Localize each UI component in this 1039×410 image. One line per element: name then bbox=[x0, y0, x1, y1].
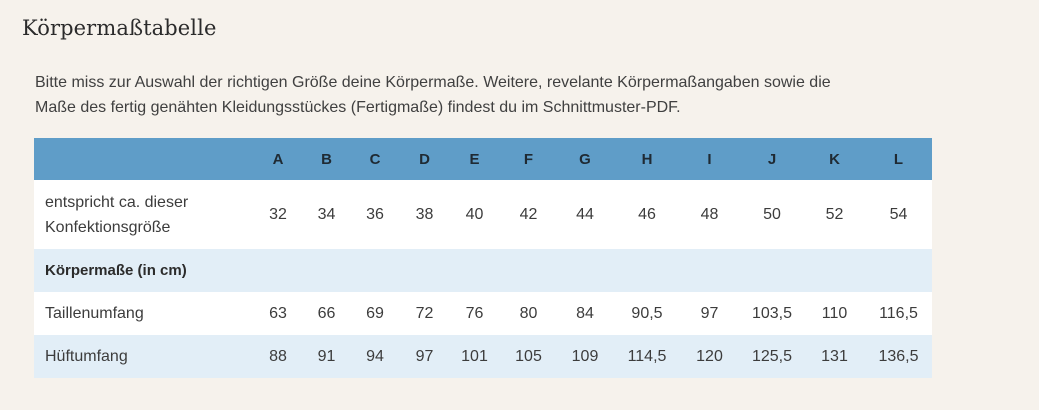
table-cell: 114,5 bbox=[627, 347, 667, 365]
table-cell: 84 bbox=[576, 304, 594, 322]
table-row-waist: Taillenumfang 63 66 69 72 76 80 84 90,5 … bbox=[34, 292, 932, 335]
table-cell: 97 bbox=[415, 347, 434, 365]
table-cell: 48 bbox=[700, 205, 719, 223]
table-row-section: Körpermaße (in cm) bbox=[34, 249, 932, 292]
table-cell: 116,5 bbox=[879, 304, 918, 322]
table-cell: 38 bbox=[415, 205, 434, 223]
header-size-cell: B bbox=[321, 150, 332, 168]
table-cell: 110 bbox=[821, 304, 848, 322]
header-size-cell: A bbox=[272, 150, 284, 168]
table-cell: 103,5 bbox=[751, 304, 793, 322]
table-cell: 105 bbox=[515, 347, 542, 365]
table-cell: 69 bbox=[366, 304, 384, 322]
row-label-waist: Taillenumfang bbox=[45, 304, 144, 322]
header-empty-cell bbox=[34, 138, 251, 180]
header-size-cell: K bbox=[829, 150, 840, 168]
header-size-cell: G bbox=[579, 150, 591, 168]
table-cell: 125,5 bbox=[751, 347, 793, 365]
table-cell: 40 bbox=[465, 205, 484, 223]
table-cell: 88 bbox=[269, 347, 287, 365]
header-size-cell: H bbox=[641, 150, 653, 168]
intro-text: Bitte miss zur Auswahl der richtigen Grö… bbox=[35, 70, 965, 120]
table-cell: 54 bbox=[889, 205, 908, 223]
header-size-cell: L bbox=[893, 150, 904, 168]
intro-line-1: Bitte miss zur Auswahl der richtigen Grö… bbox=[35, 74, 831, 91]
row-label-confection: entspricht ca. dieser Konfektionsgröße bbox=[34, 180, 251, 249]
size-table: A B C D E F G H I J K L entspricht ca. d… bbox=[34, 138, 932, 378]
section-label: Körpermaße (in cm) bbox=[45, 262, 187, 279]
header-size-cell: E bbox=[469, 150, 480, 168]
row-label-hip: Hüftumfang bbox=[45, 347, 128, 365]
table-cell: 136,5 bbox=[878, 347, 919, 365]
confection-label-line-1: entspricht ca. dieser bbox=[45, 193, 189, 211]
table-cell: 120 bbox=[696, 347, 723, 365]
header-size-cell: I bbox=[707, 150, 712, 168]
header-size-cell: D bbox=[419, 150, 430, 168]
table-cell: 76 bbox=[465, 304, 484, 322]
table-cell: 32 bbox=[269, 205, 287, 223]
table-row-confection: entspricht ca. dieser Konfektionsgröße 3… bbox=[34, 180, 932, 249]
table-cell: 101 bbox=[461, 347, 488, 365]
table-cell: 63 bbox=[269, 304, 287, 322]
table-cell: 52 bbox=[825, 205, 844, 223]
table-cell: 90,5 bbox=[631, 304, 663, 322]
table-cell: 36 bbox=[366, 205, 384, 223]
table-cell: 91 bbox=[317, 347, 336, 365]
page-title: Körpermaßtabelle bbox=[22, 16, 217, 40]
table-cell: 109 bbox=[571, 347, 599, 365]
table-cell: 42 bbox=[519, 205, 538, 223]
table-cell: 94 bbox=[366, 347, 384, 365]
table-cell: 131 bbox=[821, 347, 848, 365]
table-cell: 80 bbox=[519, 304, 538, 322]
table-cell: 44 bbox=[576, 205, 594, 223]
intro-line-2: Maße des fertig genähten Kleidungsstücke… bbox=[35, 99, 681, 116]
header-size-cell: J bbox=[767, 150, 777, 168]
table-cell: 97 bbox=[700, 304, 719, 322]
table-cell: 66 bbox=[317, 304, 336, 322]
confection-label-line-2: Konfektionsgröße bbox=[45, 218, 171, 236]
table-cell: 72 bbox=[415, 304, 434, 322]
table-row-hip: Hüftumfang 88 91 94 97 101 105 109 114,5… bbox=[34, 335, 932, 378]
table-cell: 46 bbox=[638, 205, 656, 223]
table-header-row: A B C D E F G H I J K L bbox=[34, 138, 932, 180]
table-cell: 34 bbox=[317, 205, 336, 223]
header-size-cell: C bbox=[369, 150, 381, 168]
header-size-cell: F bbox=[523, 150, 534, 168]
table-cell: 50 bbox=[763, 205, 781, 223]
